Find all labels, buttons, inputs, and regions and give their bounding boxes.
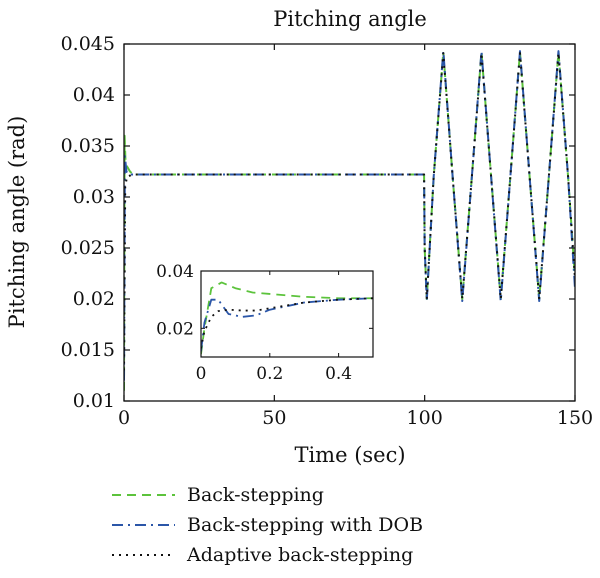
chart-title: Pitching angle [273, 7, 427, 31]
inset-frame [200, 270, 374, 358]
inset-plot-area: 0 0.2 0.4 0.02 0.04 [156, 262, 374, 384]
x-tick-label-1: 50 [262, 407, 286, 429]
inset-series-line-0 [201, 281, 373, 355]
y-tick-label-6: 0.04 [73, 84, 115, 106]
x-tick-label-0: 0 [118, 407, 130, 429]
inset-x-tick-label-0: 0 [196, 364, 207, 384]
series-line-1 [124, 50, 575, 381]
legend-label-1: Back-stepping with DOB [187, 514, 423, 536]
x-tick-label-2: 100 [407, 407, 443, 429]
y-tick-label-5: 0.035 [61, 135, 115, 157]
inset-y-tick-label-1: 0.04 [156, 262, 194, 282]
plot-frame [123, 43, 576, 402]
y-tick-label-7: 0.045 [61, 33, 115, 55]
legend-label-0: Back-stepping [187, 484, 324, 506]
legend-label-2: Adaptive back-stepping [186, 544, 413, 566]
y-tick-label-0: 0.01 [73, 390, 115, 412]
y-tick-label-4: 0.03 [73, 186, 115, 208]
inset-x-tick-label-1: 0.2 [256, 364, 283, 384]
x-tick-label-3: 150 [557, 407, 593, 429]
y-tick-label-3: 0.025 [61, 237, 115, 259]
main-plot-area: 0 50 100 150 0.01 0.015 0.02 0.025 0.03 0.035 0.04… [61, 33, 594, 429]
legend: Back-stepping Back-stepping with DOB Adapt… [112, 484, 423, 566]
inset-x-tick-label-2: 0.4 [325, 364, 352, 384]
inset-series-line-2 [201, 297, 373, 349]
y-axis-title: Pitching angle (rad) [5, 116, 29, 329]
y-tick-label-2: 0.02 [73, 288, 115, 310]
y-tick-label-1: 0.015 [61, 339, 115, 361]
inset-y-tick-label-0: 0.02 [156, 319, 194, 339]
x-axis-title: Time (sec) [294, 443, 405, 467]
